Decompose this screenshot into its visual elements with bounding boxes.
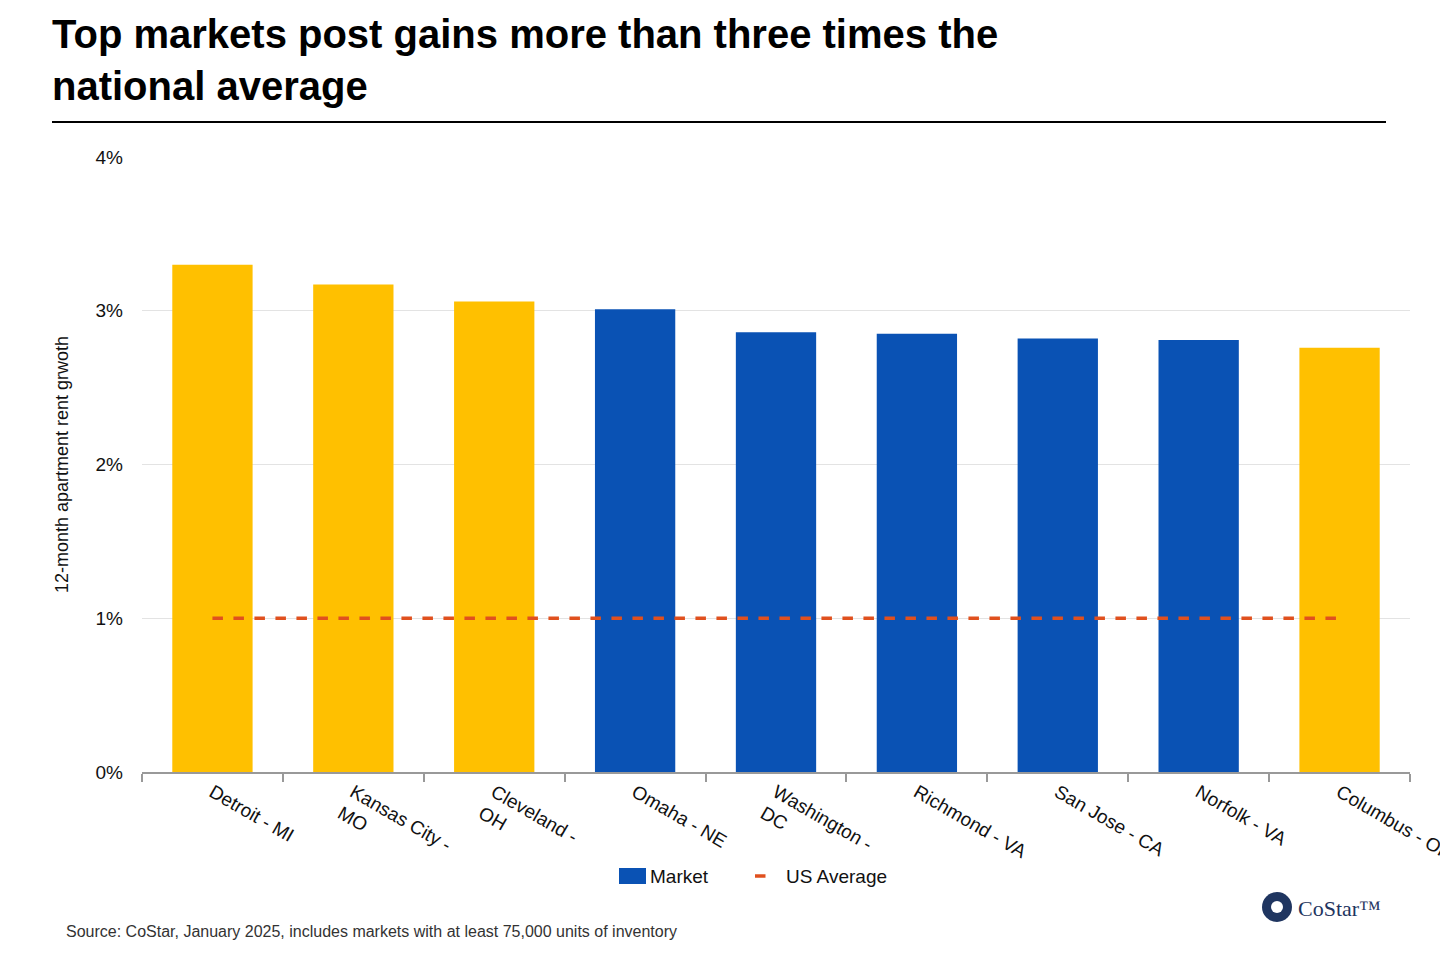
- svg-text:Columbus - OH: Columbus - OH: [1333, 781, 1440, 865]
- svg-text:1%: 1%: [96, 608, 124, 629]
- svg-text:Richmond - VA: Richmond - VA: [910, 781, 1030, 863]
- svg-text:3%: 3%: [96, 300, 124, 321]
- svg-text:San Jose - CA: San Jose - CA: [1051, 781, 1168, 861]
- svg-text:4%: 4%: [96, 147, 124, 168]
- svg-text:Source: CoStar, January 2025,: Source: CoStar, January 2025, includes m…: [66, 923, 677, 940]
- svg-text:US Average: US Average: [786, 866, 887, 887]
- svg-text:Market: Market: [650, 866, 709, 887]
- svg-text:Washington -DC: Washington -DC: [757, 781, 876, 876]
- svg-text:Detroit - MI: Detroit - MI: [206, 781, 298, 846]
- svg-text:Norfolk - VA: Norfolk - VA: [1192, 781, 1290, 850]
- svg-text:0%: 0%: [96, 762, 124, 783]
- svg-text:Top markets post gains more th: Top markets post gains more than three t…: [52, 12, 998, 108]
- svg-text:Omaha - NE: Omaha - NE: [628, 781, 730, 852]
- svg-text:12-month apartment rent grwoth: 12-month apartment rent grwoth: [52, 336, 72, 593]
- svg-text:CoStar™: CoStar™: [1298, 896, 1381, 921]
- svg-text:2%: 2%: [96, 454, 124, 475]
- svg-text:Cleveland -OH: Cleveland -OH: [475, 781, 581, 869]
- svg-text:Kansas City -MO: Kansas City -MO: [334, 781, 455, 877]
